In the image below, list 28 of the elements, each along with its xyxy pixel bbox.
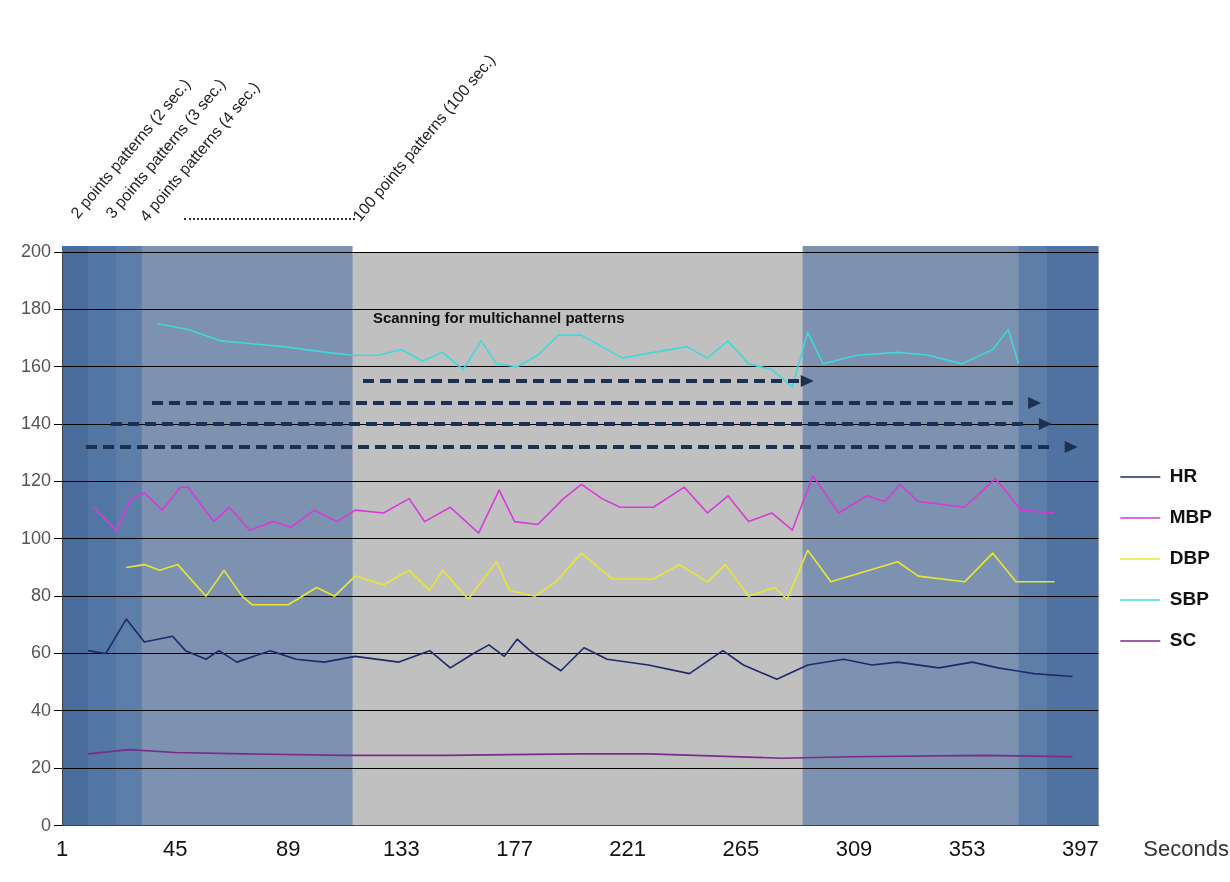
x-tick-label: 221 <box>609 835 647 861</box>
y-tick-label: 100 <box>20 527 52 548</box>
x-tick-label: 177 <box>496 835 533 861</box>
x-tick-label: 353 <box>948 835 986 861</box>
y-tick-label: 180 <box>20 298 52 319</box>
legend-label: SBP <box>1169 588 1210 610</box>
y-tick-label: 60 <box>31 642 52 663</box>
y-tick-label: 40 <box>31 699 52 720</box>
x-tick-label: 89 <box>276 835 301 861</box>
x-tick-label: 45 <box>162 835 188 861</box>
x-tick-label: 265 <box>722 835 760 861</box>
legend-label: DBP <box>1169 547 1211 569</box>
y-tick-label: 20 <box>31 757 52 778</box>
annotation: Scanning for multichannel patterns <box>372 309 625 327</box>
y-tick-label: 120 <box>20 470 52 491</box>
x-tick-label: 309 <box>835 835 873 861</box>
x-tick-label: 1 <box>55 835 69 861</box>
y-tick-label: 140 <box>20 413 52 434</box>
legend-label: MBP <box>1169 506 1213 528</box>
y-tick-label: 0 <box>41 814 52 835</box>
legend-label: SC <box>1169 629 1197 651</box>
y-tick-label: 80 <box>31 585 52 606</box>
y-tick-label: 160 <box>20 355 52 376</box>
x-axis-title: Seconds <box>1143 835 1229 862</box>
x-tick-label: 397 <box>1061 835 1099 861</box>
y-tick-label: 200 <box>20 240 52 261</box>
legend-label: HR <box>1169 465 1198 487</box>
x-tick-label: 133 <box>383 835 420 861</box>
